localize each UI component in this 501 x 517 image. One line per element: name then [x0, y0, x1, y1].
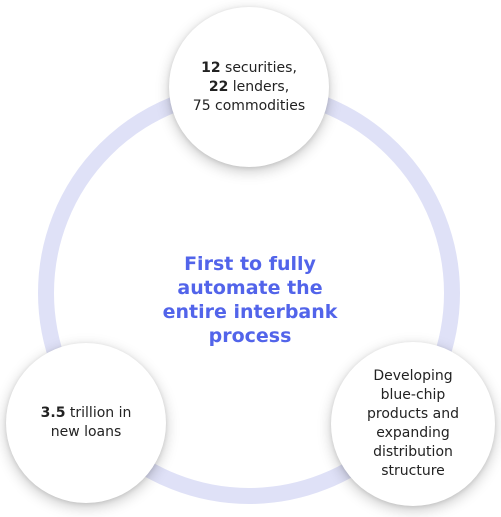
node-left-text: 3.5 trillion in new loans: [41, 404, 132, 442]
center-title-line: process: [208, 325, 292, 347]
node-right-line: structure: [381, 463, 445, 479]
node-right-line: Developing: [373, 368, 453, 384]
stat-loans-amount: 3.5: [40, 405, 66, 421]
center-title-line: automate the: [177, 277, 323, 299]
stat-securities-count: 12: [201, 59, 221, 76]
node-top-text: 12 securities, 22 lenders, 75 commoditie…: [193, 59, 305, 116]
center-title: First to fully automate the entire inter…: [150, 252, 350, 348]
stat-lenders-label: lenders,: [228, 78, 290, 95]
stat-commodities: 75 commodities: [192, 97, 306, 114]
node-new-loans: 3.5 trillion in new loans: [6, 343, 166, 503]
node-top-line-2: 22 lenders,: [193, 78, 305, 97]
stat-lenders-count: 22: [208, 78, 229, 95]
node-right-line: products and: [367, 406, 459, 422]
stat-loans-label: new loans: [50, 424, 122, 440]
node-left-line-1: 3.5 trillion in: [41, 404, 132, 423]
node-right-line: expanding: [376, 425, 450, 441]
center-title-line: entire interbank: [162, 301, 338, 323]
center-title-line: First to fully: [184, 253, 316, 275]
node-securities-lenders: 12 securities, 22 lenders, 75 commoditie…: [169, 7, 329, 167]
stat-securities-label: securities,: [220, 59, 297, 76]
node-top-line-1: 12 securities,: [193, 59, 305, 78]
node-products-distribution: Developing blue-chip products and expand…: [331, 342, 495, 506]
node-right-line: distribution: [373, 444, 453, 460]
node-right-text: Developing blue-chip products and expand…: [367, 367, 459, 481]
node-right-line: blue-chip: [380, 387, 446, 403]
stat-loans-unit: trillion in: [65, 405, 132, 421]
